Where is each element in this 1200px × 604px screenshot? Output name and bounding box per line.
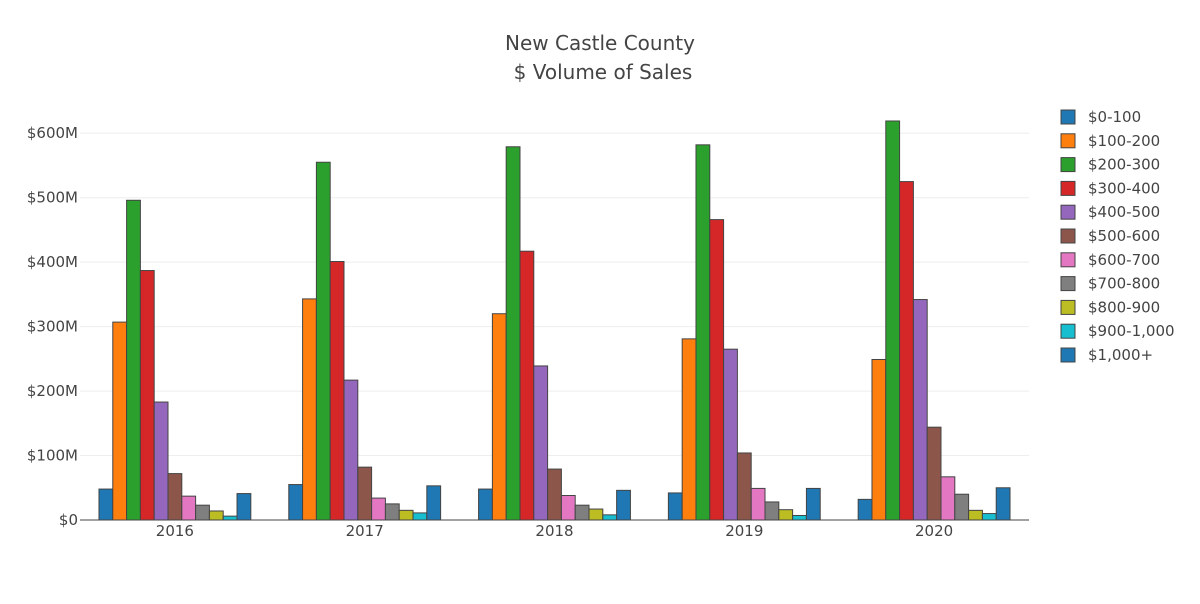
bar xyxy=(995,487,1011,521)
bar xyxy=(681,338,697,521)
y-tick-label: $200M xyxy=(27,382,78,400)
bar xyxy=(899,181,914,521)
legend-swatch xyxy=(1060,276,1076,292)
bar xyxy=(302,298,317,521)
legend-label: $100-200 xyxy=(1088,132,1160,150)
gridlines xyxy=(80,132,1029,457)
bar xyxy=(315,161,331,521)
bar xyxy=(723,348,738,521)
bar xyxy=(398,509,414,521)
bar xyxy=(695,144,711,521)
x-tick-label: 2018 xyxy=(535,522,573,540)
legend-label: $600-700 xyxy=(1088,251,1160,269)
chart-title: New Castle County xyxy=(505,31,695,55)
chart-subtitle: $ Volume of Sales xyxy=(514,60,693,84)
bar xyxy=(709,219,725,521)
bar xyxy=(764,501,780,521)
y-tick-label: $0 xyxy=(59,511,78,529)
legend-label: $200-300 xyxy=(1088,156,1160,174)
bar xyxy=(208,510,224,521)
bar xyxy=(236,493,252,521)
bar xyxy=(778,509,794,521)
legend: $0-100 $100-200 $200-300 $300-400 $400-500 $5… xyxy=(1060,108,1175,364)
bar xyxy=(805,487,821,521)
bar xyxy=(533,365,549,521)
legend-swatch xyxy=(1060,252,1076,268)
legend-swatch xyxy=(1060,299,1076,315)
bar xyxy=(912,299,928,521)
bar xyxy=(222,515,238,521)
bar xyxy=(792,514,807,521)
bar xyxy=(968,509,983,521)
axes: $0 $100M $200M $300M $400M $500M $600M 2016 2017… xyxy=(27,124,1029,540)
bar xyxy=(112,321,128,521)
bar xyxy=(519,250,535,521)
bar xyxy=(195,504,210,521)
x-tick-label: 2019 xyxy=(725,522,763,540)
bar xyxy=(940,476,956,521)
bar xyxy=(574,504,590,521)
legend-swatch xyxy=(1060,323,1076,339)
bar xyxy=(857,498,873,521)
y-tick-label: $300M xyxy=(27,318,78,336)
legend-swatch xyxy=(1060,347,1076,363)
legend-swatch xyxy=(1060,180,1076,196)
bar xyxy=(736,452,752,521)
legend-label: $700-800 xyxy=(1088,275,1160,293)
x-tick-label: 2020 xyxy=(915,522,953,540)
bar xyxy=(871,358,887,521)
legend-label: $1,000+ xyxy=(1088,346,1153,364)
bar xyxy=(616,489,631,521)
legend-label: $400-500 xyxy=(1088,203,1160,221)
bar xyxy=(288,484,304,521)
legend-swatch xyxy=(1060,204,1076,220)
bar xyxy=(139,270,155,521)
legend-swatch xyxy=(1060,133,1076,149)
bar xyxy=(167,473,183,521)
y-tick-label: $500M xyxy=(27,189,78,207)
bar xyxy=(926,426,942,521)
bar xyxy=(412,512,428,521)
bar xyxy=(547,468,562,521)
bar xyxy=(329,261,345,521)
x-tick-label: 2016 xyxy=(156,522,194,540)
legend-swatch xyxy=(1060,157,1076,173)
bar xyxy=(371,497,386,521)
legend-swatch xyxy=(1060,228,1076,244)
bar xyxy=(505,146,521,521)
bar xyxy=(384,503,400,521)
bar xyxy=(181,495,197,521)
legend-swatch xyxy=(1060,109,1076,125)
bar xyxy=(981,513,997,521)
bar xyxy=(343,379,359,521)
legend-label: $900-1,000 xyxy=(1088,322,1175,340)
bar xyxy=(357,466,373,521)
legend-label: $500-600 xyxy=(1088,227,1160,245)
bar xyxy=(478,488,493,521)
bar xyxy=(560,495,576,521)
bar xyxy=(667,492,683,521)
bar xyxy=(491,313,507,521)
bar xyxy=(885,120,901,521)
legend-label: $0-100 xyxy=(1088,108,1141,126)
bars xyxy=(98,120,1011,521)
bar xyxy=(588,508,604,521)
bar xyxy=(153,401,169,521)
x-tick-label: 2017 xyxy=(346,522,384,540)
bar xyxy=(426,485,442,521)
y-tick-label: $600M xyxy=(27,124,78,142)
legend-label: $800-900 xyxy=(1088,298,1160,316)
y-tick-label: $100M xyxy=(27,447,78,465)
bar xyxy=(126,199,141,521)
bar xyxy=(954,493,970,521)
legend-label: $300-400 xyxy=(1088,179,1160,197)
bar xyxy=(98,488,114,521)
bar xyxy=(750,487,766,521)
y-tick-label: $400M xyxy=(27,253,78,271)
bar xyxy=(602,514,618,521)
